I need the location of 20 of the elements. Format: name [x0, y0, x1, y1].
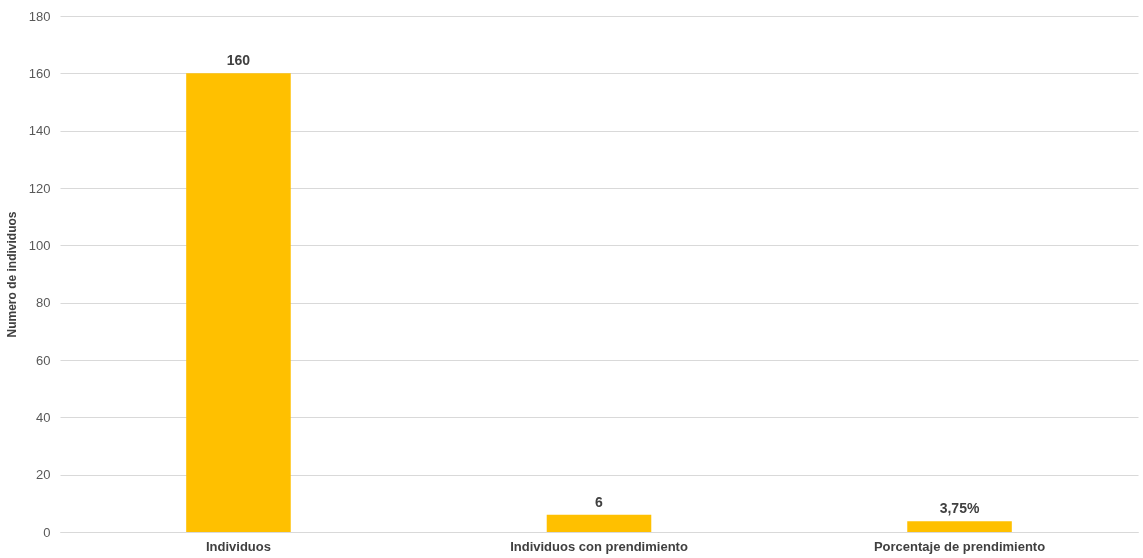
y-tick-label: 160: [28, 65, 51, 81]
y-tick-label: 80: [36, 295, 51, 311]
y-tick-label: 60: [36, 352, 51, 368]
y-axis-title: Numero de individuos: [4, 211, 19, 338]
y-tick-label: 120: [28, 180, 51, 196]
x-tick-label: Porcentaje de prendimiento: [873, 538, 1046, 554]
y-tick-label: 40: [36, 409, 51, 425]
x-tick-label: Individuos con prendimiento: [510, 538, 688, 554]
y-tick-label: 100: [28, 237, 51, 253]
y-tick-label: 140: [28, 123, 51, 139]
x-tick-label: Individuos: [205, 538, 271, 554]
data-label: 6: [595, 493, 604, 510]
data-label: 3,75%: [939, 500, 980, 517]
y-tick-label: 180: [28, 8, 51, 24]
bar: [907, 521, 1012, 532]
data-label: 160: [226, 52, 251, 69]
y-tick-label: 20: [36, 467, 51, 483]
bar: [546, 514, 652, 532]
bar: [186, 73, 291, 532]
y-tick-label: 0: [43, 524, 51, 540]
